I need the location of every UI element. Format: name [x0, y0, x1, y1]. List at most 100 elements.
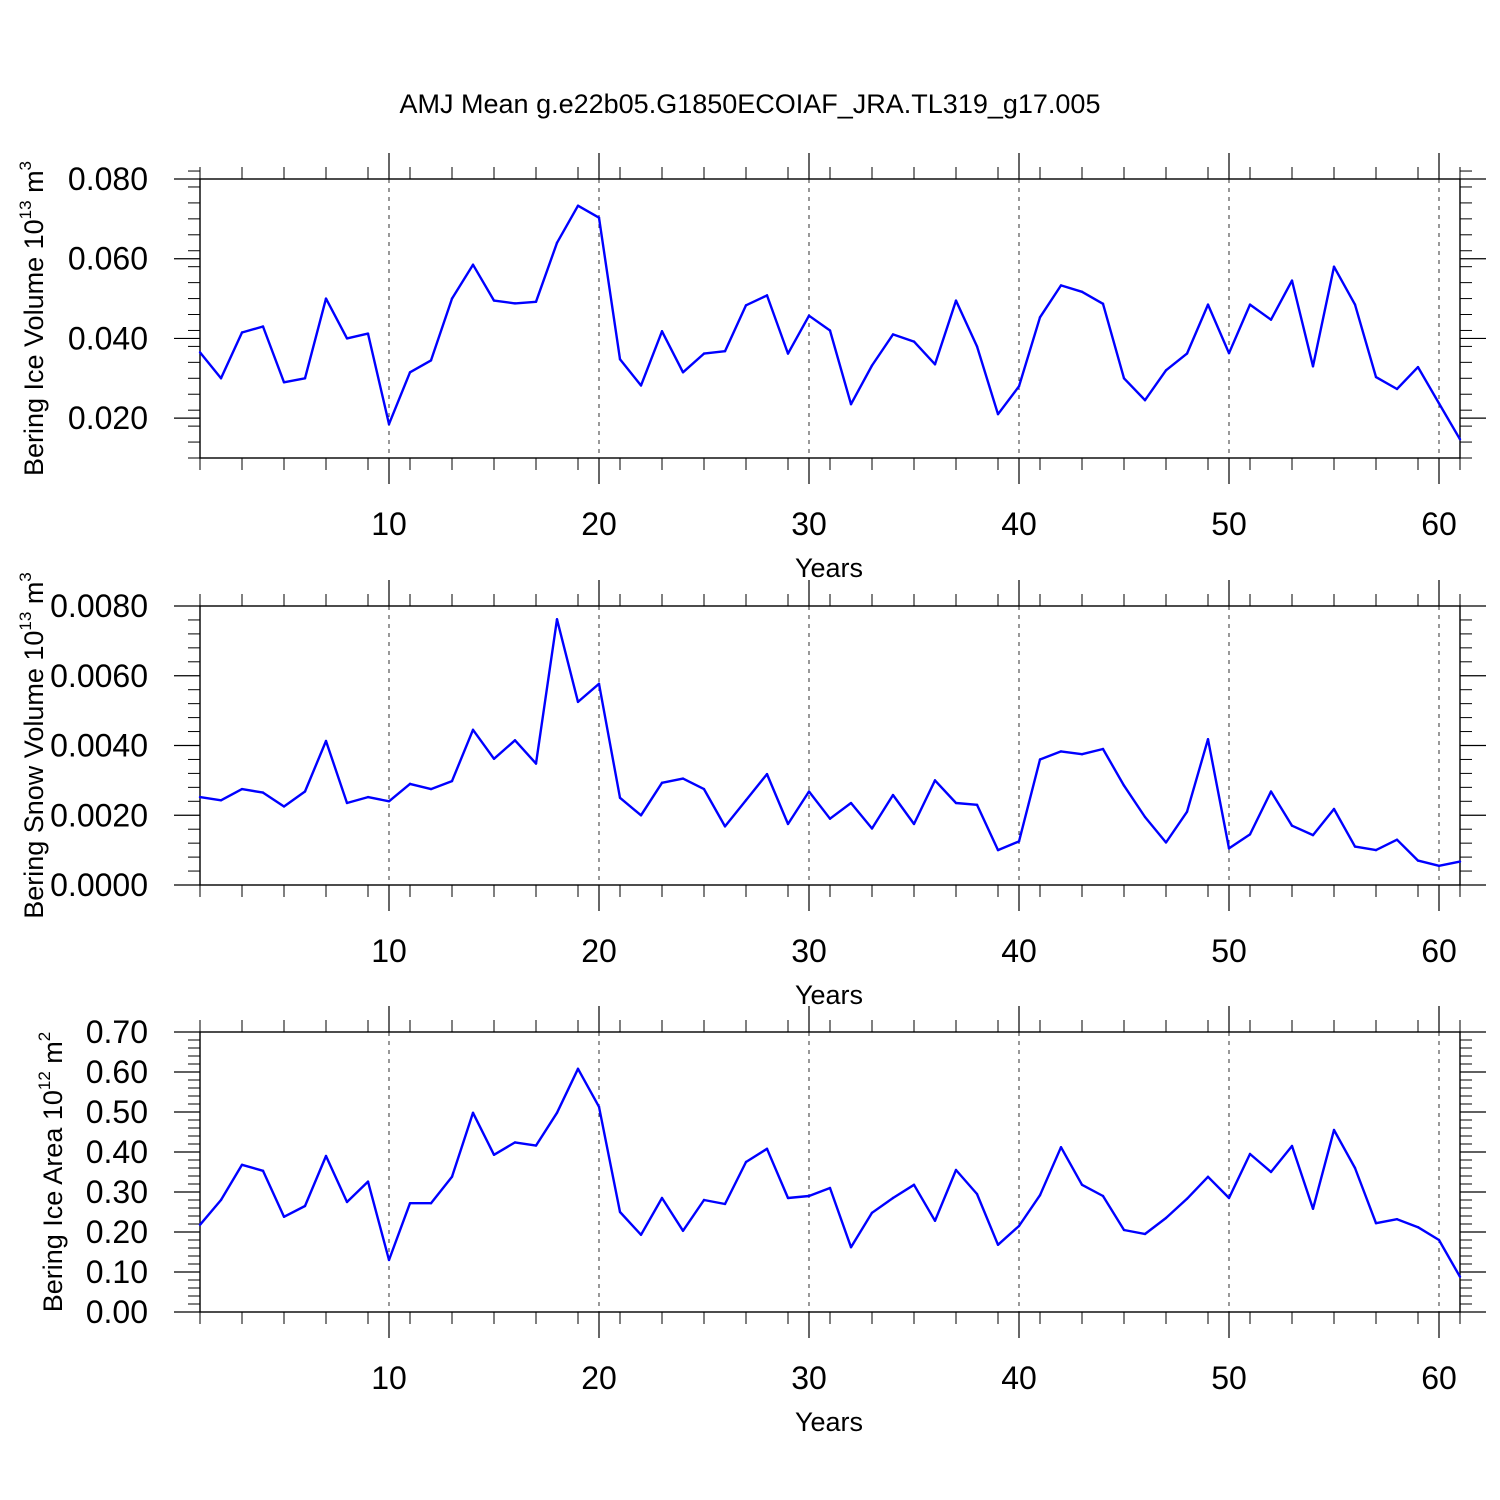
data-point — [1122, 377, 1126, 380]
data-point — [555, 618, 559, 621]
data-point — [303, 377, 307, 380]
data-point — [219, 799, 223, 802]
data-point — [786, 822, 790, 826]
x-axis-label: Years — [795, 980, 863, 1010]
x-tick-label: 30 — [791, 1360, 827, 1396]
data-point — [1248, 303, 1252, 306]
data-point — [1458, 1275, 1462, 1279]
data-point — [1332, 265, 1336, 268]
data-point — [303, 790, 307, 793]
data-point — [1374, 848, 1378, 852]
data-point — [1311, 1207, 1315, 1211]
x-tick-label: 40 — [1001, 506, 1037, 542]
data-point — [1038, 758, 1042, 761]
data-point — [1227, 351, 1231, 355]
data-point — [219, 377, 223, 380]
data-point — [1416, 365, 1420, 369]
data-point — [1437, 1238, 1441, 1242]
x-tick-label: 20 — [581, 1360, 617, 1396]
plot-frame — [199, 1031, 1461, 1313]
data-point — [1059, 284, 1063, 287]
y-axis-label: Bering Ice Area 1012 m2 — [35, 1032, 68, 1313]
data-point — [954, 801, 958, 805]
data-point — [555, 1111, 559, 1115]
data-point — [597, 1105, 601, 1109]
data-point — [240, 1163, 244, 1167]
x-tick-label: 20 — [581, 506, 617, 542]
x-tick-label: 10 — [371, 933, 407, 969]
data-point — [324, 1154, 328, 1158]
x-tick-label: 20 — [581, 933, 617, 969]
data-point — [1143, 1232, 1147, 1236]
data-point — [1143, 815, 1147, 819]
y-tick-label: 0.080 — [68, 161, 148, 197]
data-point — [513, 1141, 517, 1144]
data-point — [996, 1243, 1000, 1247]
data-point — [324, 739, 328, 743]
y-axis-label: Bering Ice Volume 1013 m3 — [16, 161, 49, 476]
data-point — [534, 1144, 538, 1147]
data-point — [807, 1194, 811, 1198]
data-point — [366, 1180, 370, 1183]
data-point — [1437, 402, 1441, 405]
data-point — [1395, 838, 1399, 841]
data-point — [618, 357, 622, 361]
y-tick-label: 0.70 — [86, 1014, 148, 1050]
y-tick-label: 0.30 — [86, 1174, 148, 1210]
plot-frame — [199, 605, 1461, 886]
data-point — [1080, 753, 1084, 756]
y-tick-label: 0.20 — [86, 1214, 148, 1250]
data-point — [513, 739, 517, 742]
data-point — [576, 1067, 580, 1071]
data-point — [1080, 290, 1084, 293]
data-point — [807, 314, 811, 317]
data-point — [1185, 1197, 1189, 1201]
data-point — [1290, 1144, 1294, 1148]
data-point — [387, 422, 391, 426]
data-point — [912, 822, 916, 826]
data-point — [1290, 824, 1294, 827]
y-tick-label: 0.020 — [68, 400, 148, 436]
data-point — [660, 781, 664, 785]
data-point — [597, 216, 601, 219]
data-point — [681, 777, 685, 780]
data-point — [933, 1219, 937, 1223]
data-point — [555, 241, 559, 244]
data-point — [744, 799, 748, 802]
x-tick-label: 10 — [371, 1360, 407, 1396]
data-point — [702, 352, 706, 355]
data-point — [639, 384, 643, 387]
data-point — [492, 757, 496, 760]
data-point — [576, 700, 580, 704]
data-point — [198, 1223, 202, 1227]
data-point — [744, 304, 748, 307]
y-tick-label: 0.0060 — [50, 658, 148, 694]
data-point — [324, 297, 328, 300]
data-point — [1458, 438, 1462, 441]
data-point — [450, 297, 454, 300]
data-point — [1374, 375, 1378, 379]
y-tick-label: 0.0020 — [50, 797, 148, 833]
data-point — [387, 1258, 391, 1262]
data-point — [828, 329, 832, 332]
data-point — [1206, 1175, 1210, 1179]
data-point — [534, 300, 538, 303]
data-point — [1101, 302, 1105, 305]
data-point — [1101, 1194, 1105, 1198]
data-point — [765, 1147, 769, 1151]
data-point — [471, 1111, 475, 1115]
data-point — [681, 371, 685, 374]
data-point — [702, 787, 706, 791]
data-point — [471, 728, 475, 732]
data-point — [1185, 810, 1189, 813]
x-tick-label: 10 — [371, 506, 407, 542]
x-tick-label: 40 — [1001, 1360, 1037, 1396]
data-point — [933, 363, 937, 366]
data-point — [1059, 1146, 1063, 1149]
data-point — [492, 1153, 496, 1157]
data-point — [1227, 847, 1231, 850]
y-tick-label: 0.0000 — [50, 867, 148, 903]
data-point — [765, 294, 769, 297]
data-point — [891, 793, 895, 797]
